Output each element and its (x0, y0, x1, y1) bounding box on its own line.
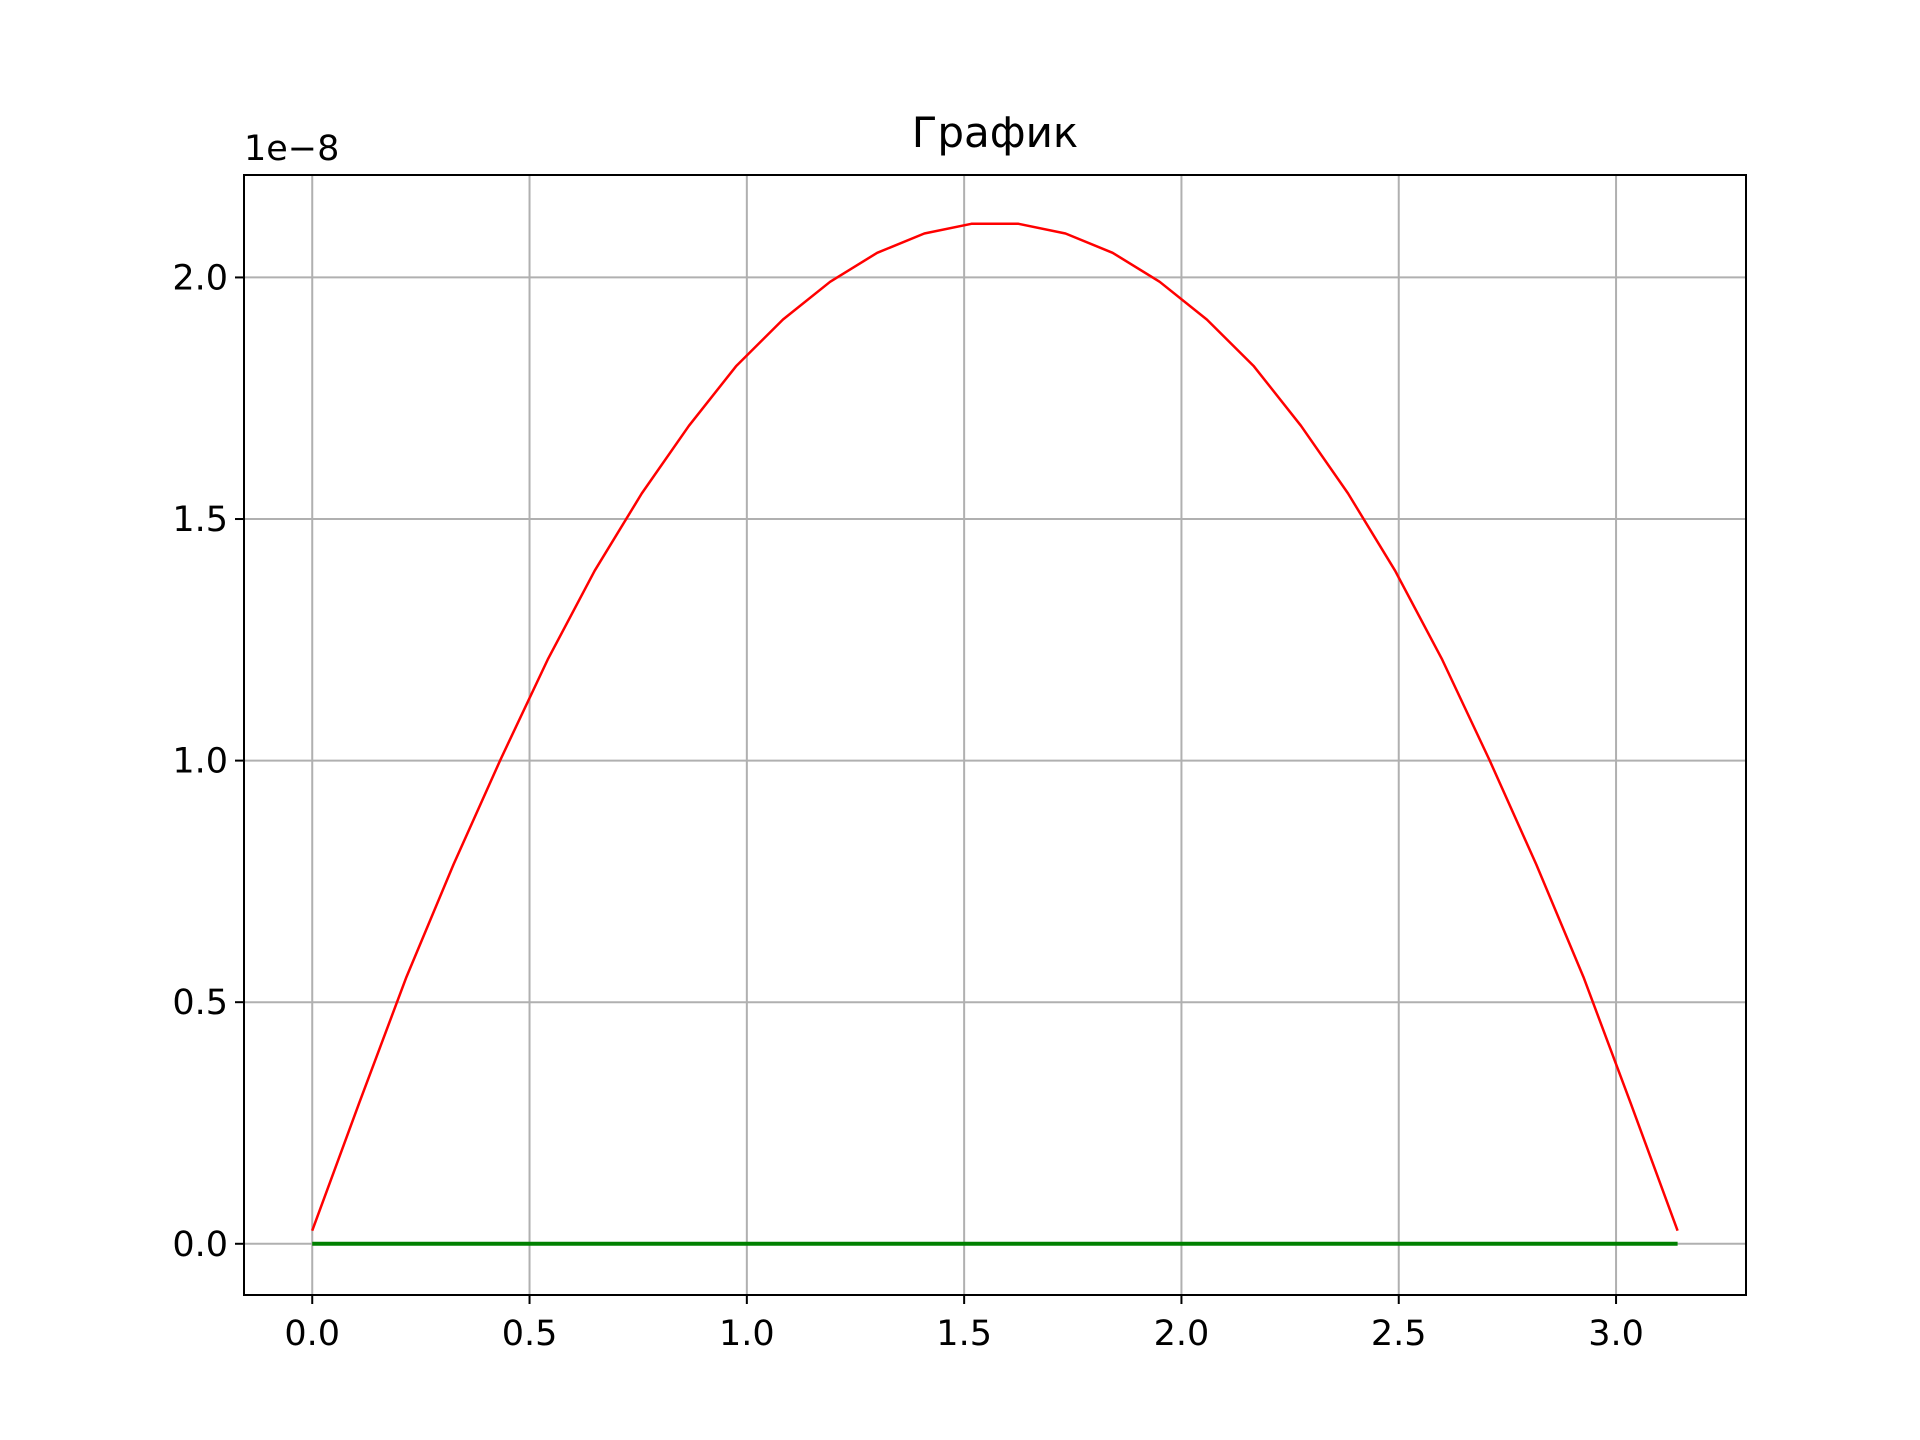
x-tick-label: 3.0 (1588, 1314, 1644, 1354)
chart-title: График (912, 108, 1079, 157)
y-tick-label: 1.5 (172, 500, 228, 540)
x-tick-label: 1.5 (936, 1314, 992, 1354)
x-tick-label: 0.5 (502, 1314, 558, 1354)
y-tick-label: 0.0 (172, 1225, 228, 1265)
x-tick-label: 2.0 (1154, 1314, 1210, 1354)
x-axis: 0.0 0.5 1.0 1.5 2.0 2.5 3.0 (284, 1295, 1644, 1354)
y-tick-label: 2.0 (172, 258, 228, 298)
plot-frame (243, 174, 1747, 1296)
y-axis: 0.0 0.5 1.0 1.5 2.0 (172, 258, 244, 1265)
y-tick-label: 1.0 (172, 742, 228, 782)
x-tick-label: 1.0 (719, 1314, 775, 1354)
y-offset-label: 1e−8 (244, 129, 339, 169)
red-curve-series (311, 222, 1679, 1232)
x-tick-label: 0.0 (284, 1314, 340, 1354)
grid-lines (244, 175, 1746, 1295)
series-layer (311, 222, 1679, 1246)
y-tick-label: 0.5 (172, 983, 228, 1023)
x-tick-label: 2.5 (1371, 1314, 1427, 1354)
